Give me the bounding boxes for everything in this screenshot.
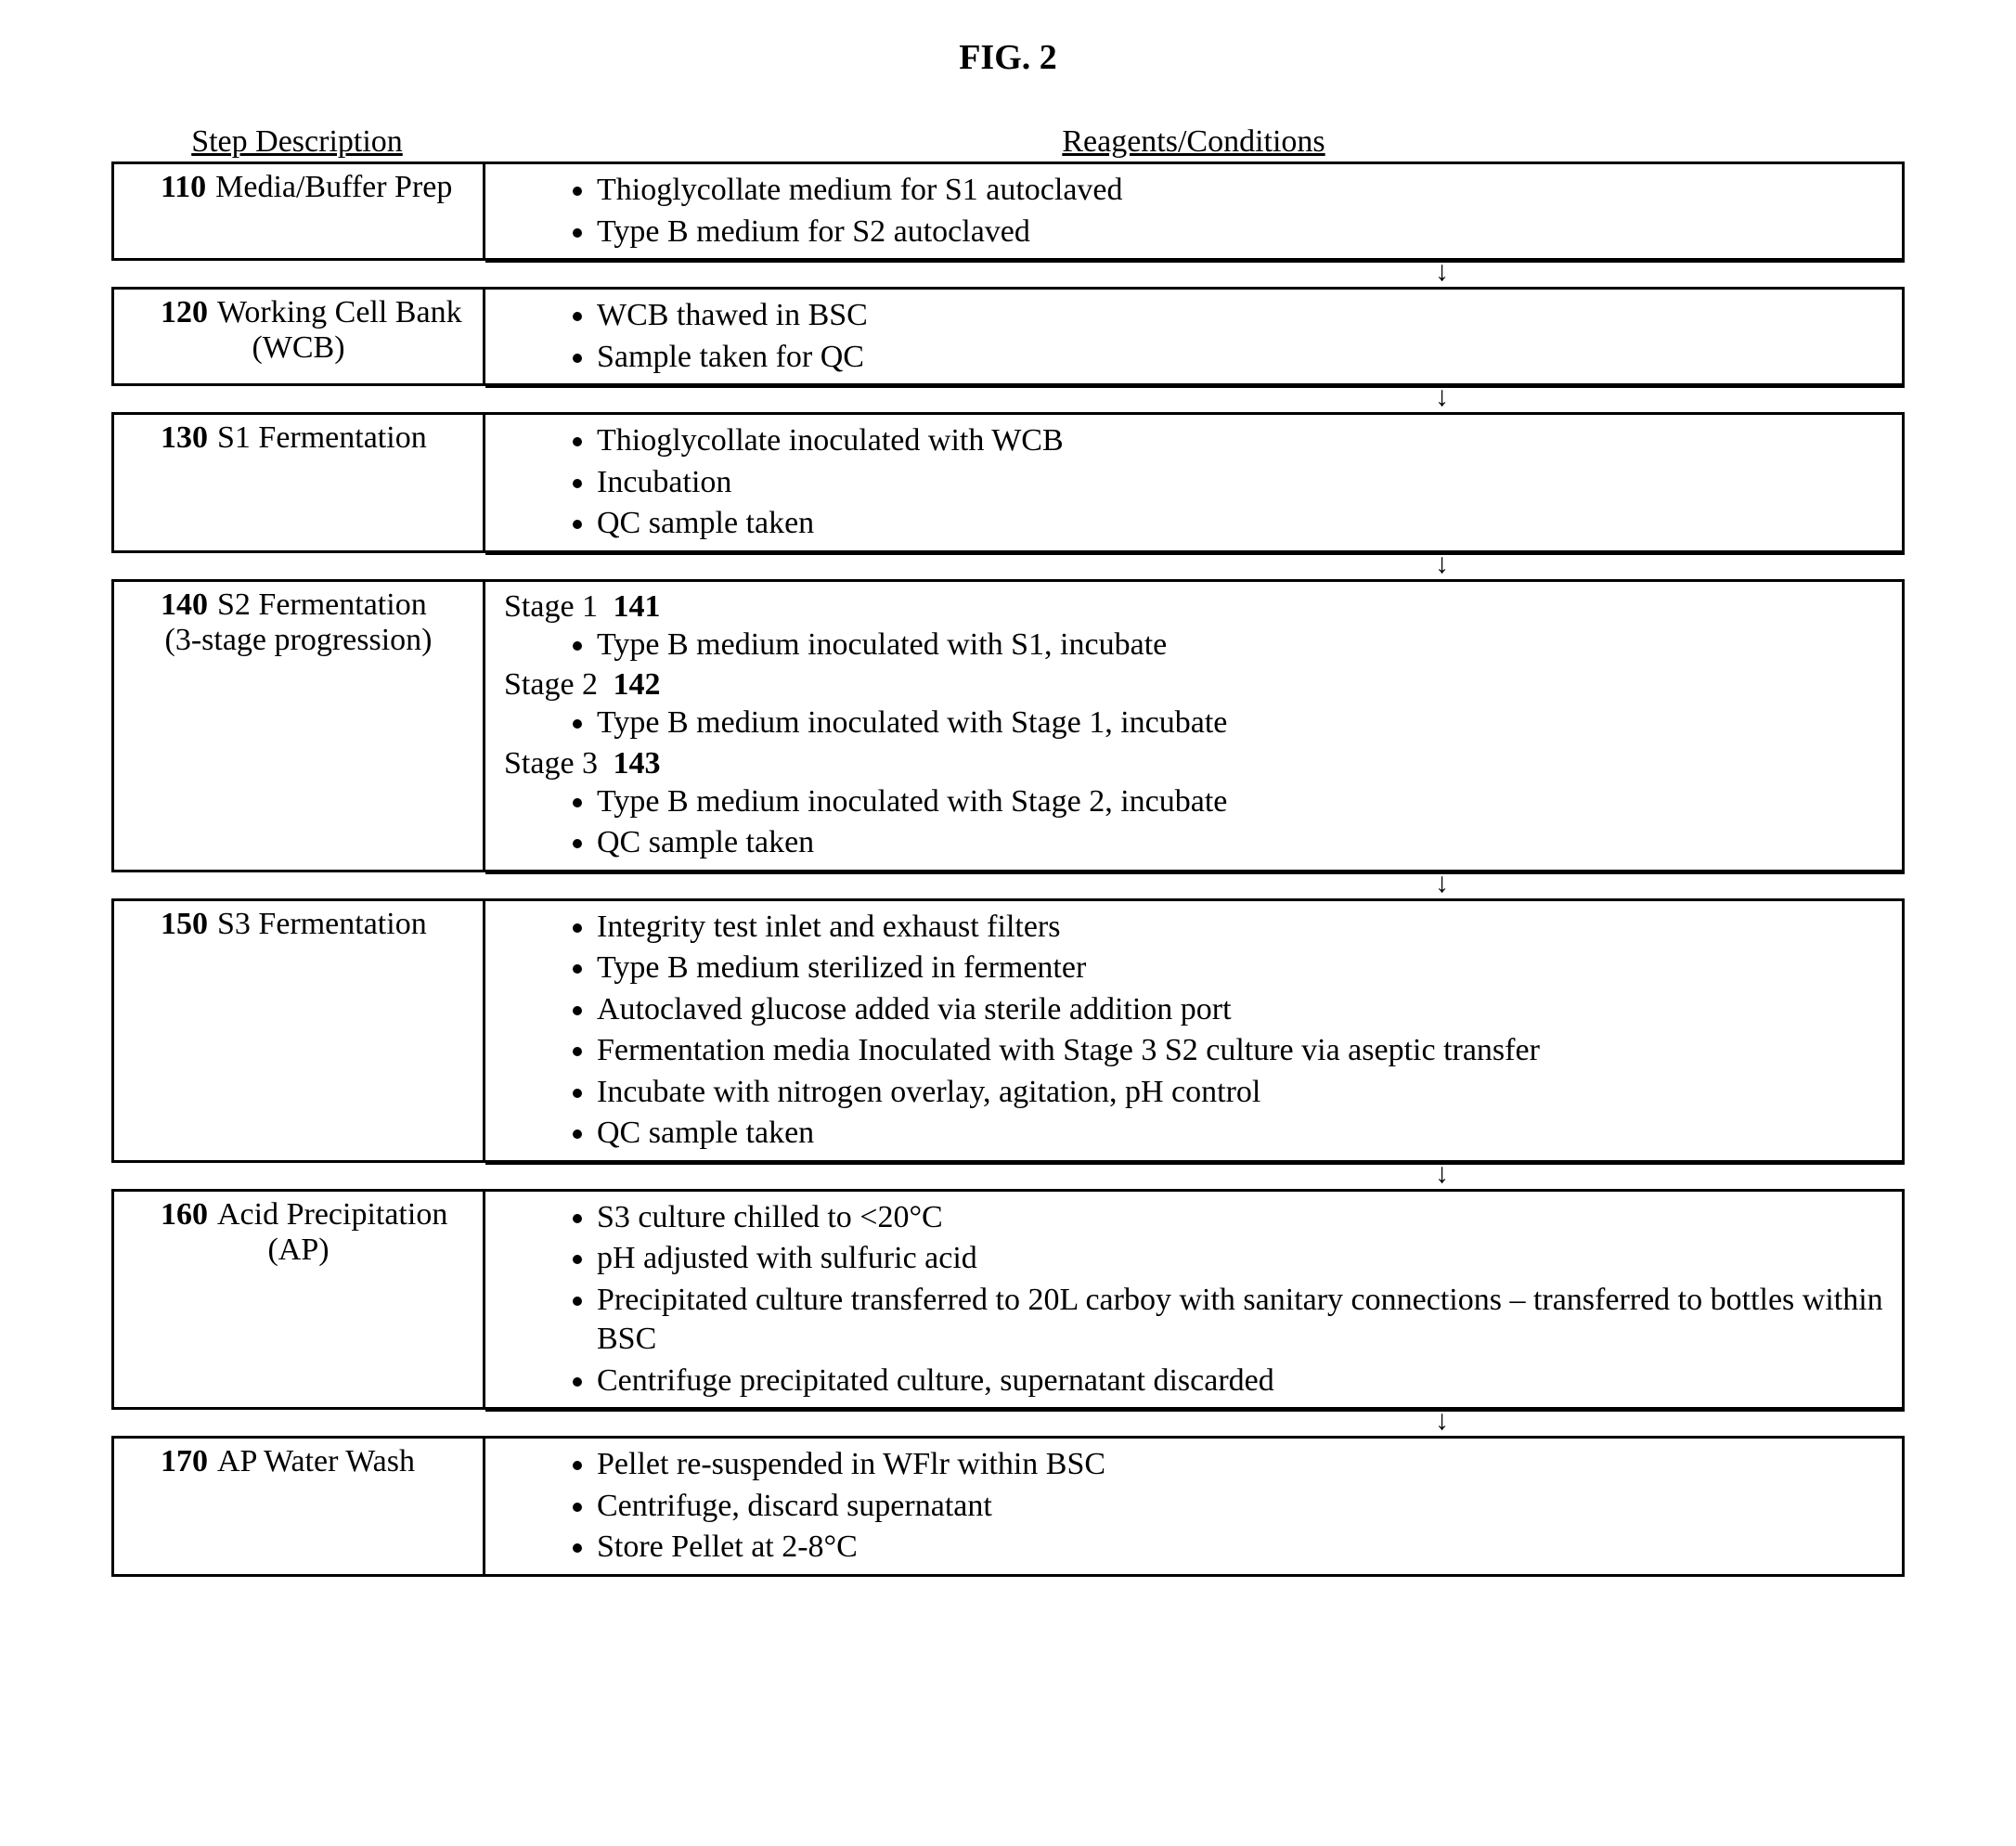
bullet: pH adjusted with sulfuric acid — [597, 1238, 1883, 1280]
step-number: 110 — [161, 170, 215, 204]
step-number: 140 — [161, 587, 217, 622]
step-label: AP Water Wash — [217, 1444, 415, 1478]
step-label: Acid Precipitation — [217, 1197, 447, 1232]
arrow-down-icon: ↓ — [1435, 1408, 1449, 1434]
step-row: 110Media/Buffer PrepThioglycollate mediu… — [111, 161, 1905, 261]
step-sublabel: (WCB) — [123, 330, 473, 366]
bullet: Centrifuge precipitated culture, superna… — [597, 1361, 1883, 1402]
bullet: Type B medium inoculated with Stage 1, i… — [597, 703, 1883, 744]
figure-title: FIG. 2 — [111, 37, 1905, 78]
step-number: 160 — [161, 1197, 217, 1232]
flowchart: 110Media/Buffer PrepThioglycollate mediu… — [111, 161, 1905, 1577]
step-label: Media/Buffer Prep — [215, 170, 452, 204]
step-row: 130S1 FermentationThioglycollate inocula… — [111, 412, 1905, 553]
step-label: S2 Fermentation — [217, 587, 427, 622]
bullet: Precipitated culture transferred to 20L … — [597, 1280, 1883, 1361]
bullet: S3 culture chilled to <20°C — [597, 1197, 1883, 1239]
bullet: Fermentation media Inoculated with Stage… — [597, 1030, 1883, 1072]
step-description: 120Working Cell Bank(WCB) — [114, 290, 485, 383]
flow-connector: ↓ — [111, 553, 1905, 579]
bullet: WCB thawed in BSC — [597, 295, 1883, 337]
step-row: 170AP Water WashPellet re-suspended in W… — [111, 1436, 1905, 1577]
arrow-down-icon: ↓ — [1435, 384, 1449, 410]
step-sublabel: (3-stage progression) — [123, 623, 473, 658]
step-row: 160Acid Precipitation(AP)S3 culture chil… — [111, 1189, 1905, 1411]
bullet: Thioglycollate inoculated with WCB — [597, 420, 1883, 462]
step-label: Working Cell Bank — [217, 295, 462, 329]
step-description: 160Acid Precipitation(AP) — [114, 1192, 485, 1408]
step-reagents: Thioglycollate inoculated with WCBIncuba… — [485, 415, 1902, 550]
flow-connector: ↓ — [111, 872, 1905, 898]
flow-connector: ↓ — [111, 261, 1905, 287]
column-headers: Step Description Reagents/Conditions — [111, 124, 1905, 160]
flow-connector: ↓ — [111, 1410, 1905, 1436]
stage-label: Stage 2 142 — [504, 667, 1883, 703]
step-label: S3 Fermentation — [217, 907, 427, 941]
step-reagents: Thioglycollate medium for S1 autoclavedT… — [485, 164, 1902, 258]
arrow-down-icon: ↓ — [1435, 1161, 1449, 1187]
step-description: 170AP Water Wash — [114, 1439, 485, 1574]
step-number: 130 — [161, 420, 217, 455]
bullet: Centrifuge, discard supernatant — [597, 1486, 1883, 1528]
header-step: Step Description — [111, 124, 483, 160]
bullet: Sample taken for QC — [597, 337, 1883, 379]
bullet: Type B medium inoculated with Stage 2, i… — [597, 781, 1883, 823]
bullet: Pellet re-suspended in WFlr within BSC — [597, 1444, 1883, 1486]
step-reagents: S3 culture chilled to <20°CpH adjusted w… — [485, 1192, 1902, 1408]
step-reagents: Stage 1 141Type B medium inoculated with… — [485, 582, 1902, 870]
step-number: 170 — [161, 1444, 217, 1478]
step-description: 140S2 Fermentation(3-stage progression) — [114, 582, 485, 870]
step-reagents: Pellet re-suspended in WFlr within BSCCe… — [485, 1439, 1902, 1574]
step-description: 110Media/Buffer Prep — [114, 164, 485, 258]
bullet: Incubate with nitrogen overlay, agitatio… — [597, 1072, 1883, 1114]
bullet: Store Pellet at 2-8°C — [597, 1527, 1883, 1568]
arrow-down-icon: ↓ — [1435, 551, 1449, 577]
arrow-down-icon: ↓ — [1435, 871, 1449, 897]
step-row: 140S2 Fermentation(3-stage progression)S… — [111, 579, 1905, 872]
bullet: QC sample taken — [597, 822, 1883, 864]
flow-connector: ↓ — [111, 1163, 1905, 1189]
arrow-down-icon: ↓ — [1435, 259, 1449, 285]
step-row: 120Working Cell Bank(WCB)WCB thawed in B… — [111, 287, 1905, 386]
step-sublabel: (AP) — [123, 1233, 473, 1268]
step-number: 120 — [161, 295, 217, 329]
step-number: 150 — [161, 907, 217, 941]
bullet: Incubation — [597, 462, 1883, 504]
bullet: QC sample taken — [597, 503, 1883, 545]
step-label: S1 Fermentation — [217, 420, 427, 455]
bullet: Thioglycollate medium for S1 autoclaved — [597, 170, 1883, 212]
bullet: QC sample taken — [597, 1113, 1883, 1155]
bullet: Autoclaved glucose added via sterile add… — [597, 989, 1883, 1031]
step-description: 130S1 Fermentation — [114, 415, 485, 550]
stage-label: Stage 3 143 — [504, 746, 1883, 781]
step-description: 150S3 Fermentation — [114, 901, 485, 1160]
step-row: 150S3 FermentationIntegrity test inlet a… — [111, 898, 1905, 1163]
bullet: Integrity test inlet and exhaust filters — [597, 907, 1883, 949]
header-reagents: Reagents/Conditions — [483, 124, 1905, 160]
bullet: Type B medium sterilized in fermenter — [597, 948, 1883, 989]
step-reagents: Integrity test inlet and exhaust filters… — [485, 901, 1902, 1160]
bullet: Type B medium for S2 autoclaved — [597, 212, 1883, 253]
stage-label: Stage 1 141 — [504, 589, 1883, 625]
bullet: Type B medium inoculated with S1, incuba… — [597, 625, 1883, 666]
step-reagents: WCB thawed in BSCSample taken for QC — [485, 290, 1902, 383]
flow-connector: ↓ — [111, 386, 1905, 412]
